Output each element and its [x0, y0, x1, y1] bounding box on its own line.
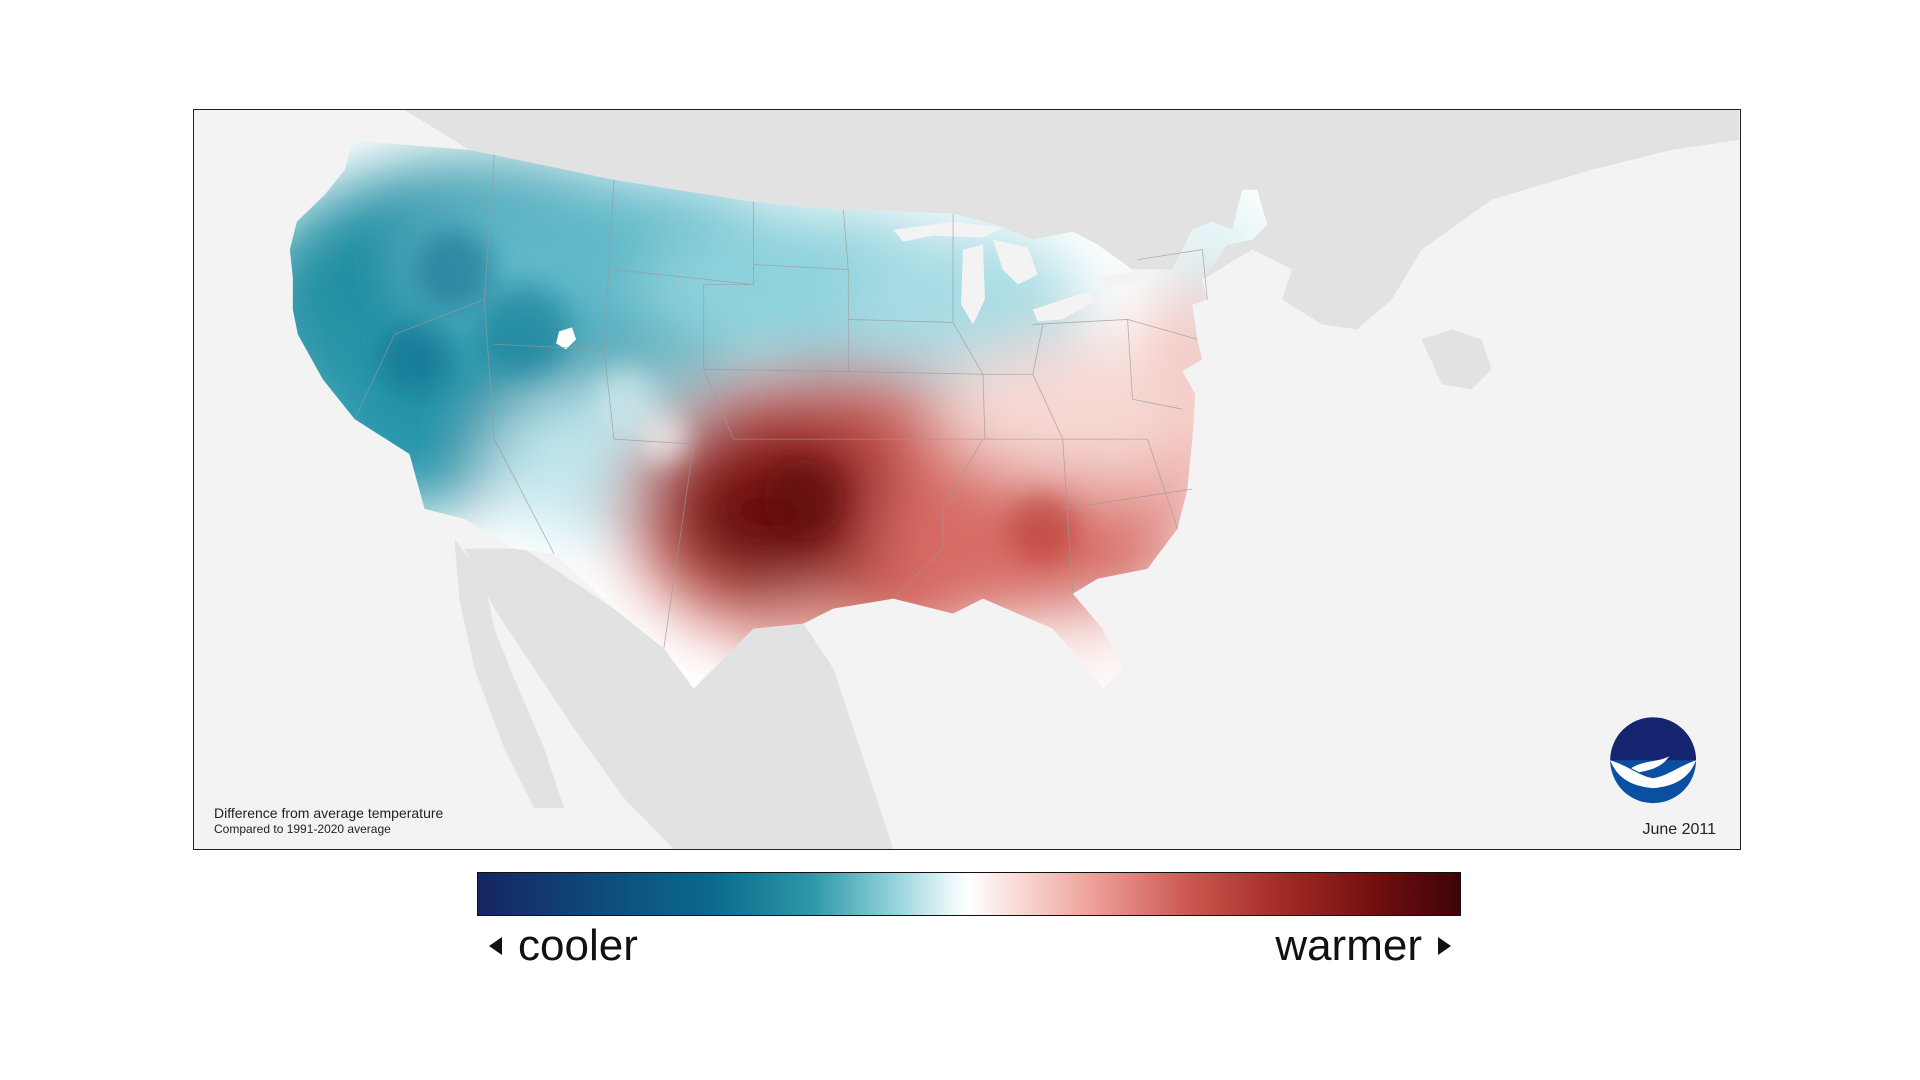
legend-warmer: warmer [1275, 920, 1451, 972]
map-graphic [195, 110, 1739, 849]
caption-title: Difference from average temperature [214, 805, 444, 821]
temperature-anomaly-map: Difference from average temperature Comp… [193, 109, 1741, 850]
noaa-logo [1610, 717, 1697, 804]
caption-subtitle: Compared to 1991-2020 average [214, 822, 391, 836]
legend-labels: cooler warmer [477, 920, 1461, 980]
map-date: June 2011 [1642, 821, 1716, 838]
arrow-left-icon [489, 937, 502, 955]
arrow-right-icon [1438, 937, 1451, 955]
legend-right-label: warmer [1275, 921, 1422, 970]
legend-left-label: cooler [518, 921, 638, 970]
legend-color-bar [477, 872, 1461, 916]
legend-cooler: cooler [489, 920, 638, 972]
map-caption: Difference from average temperature Comp… [214, 804, 443, 837]
color-legend: cooler warmer [477, 872, 1461, 980]
